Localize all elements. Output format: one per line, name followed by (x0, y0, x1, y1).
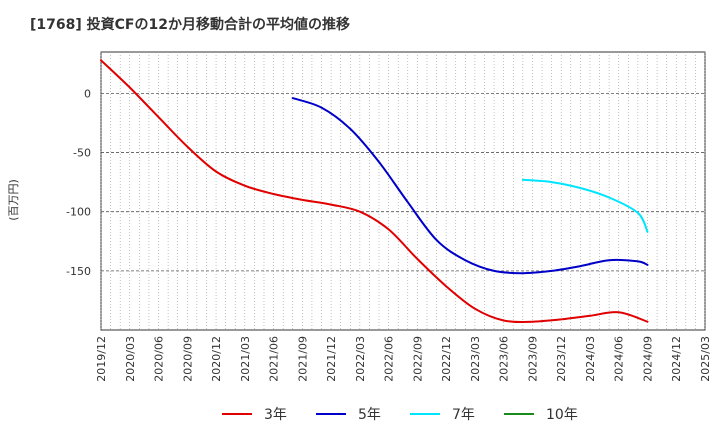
x-axis-ticks: 2019/12 2020/03 2020/06 2020/09 2020/12 2021/… (95, 336, 712, 382)
y-tick-label: 0 (84, 87, 91, 100)
x-tick-label: 2021/12 (325, 336, 338, 382)
x-tick-label: 2020/09 (181, 336, 194, 382)
x-tick-label: 2022/06 (383, 336, 396, 382)
x-tick-label: 2023/03 (469, 336, 482, 382)
y-axis-ticks: 0 -50 -100 -150 (66, 87, 91, 277)
x-tick-label: 2022/03 (354, 336, 367, 382)
y-axis-label: (百万円) (7, 179, 20, 221)
grid-lines (100, 52, 706, 330)
legend: 3年 5年 7年 10年 (222, 407, 578, 423)
x-tick-label: 2023/12 (555, 336, 568, 382)
series-line-0 (100, 59, 649, 323)
x-tick-label: 2021/03 (239, 336, 252, 382)
series-line-1 (291, 97, 649, 275)
x-tick-label: 2025/03 (699, 336, 712, 382)
x-tick-label: 2024/03 (584, 336, 597, 382)
x-tick-label: 2021/09 (296, 336, 309, 382)
x-tick-label: 2022/12 (440, 336, 453, 382)
legend-label-0: 3年 (264, 407, 287, 423)
series-lines (100, 59, 649, 323)
x-tick-label: 2022/09 (411, 336, 424, 382)
legend-label-2: 7年 (452, 407, 475, 423)
series-line-2 (521, 178, 649, 233)
x-tick-label: 2023/06 (498, 336, 511, 382)
legend-label-1: 5年 (358, 407, 381, 423)
x-tick-label: 2023/09 (526, 336, 539, 382)
legend-label-3: 10年 (546, 407, 578, 423)
x-tick-label: 2024/12 (670, 336, 683, 382)
x-tick-label: 2020/12 (210, 336, 223, 382)
y-tick-label: -100 (66, 206, 91, 219)
x-tick-label: 2021/06 (268, 336, 281, 382)
x-tick-label: 2020/03 (124, 336, 137, 382)
chart-title: [1768] 投資CFの12か月移動合計の平均値の推移 (30, 16, 350, 33)
x-tick-label: 2024/09 (641, 336, 654, 382)
y-tick-label: -150 (66, 265, 91, 278)
x-tick-label: 2019/12 (95, 336, 108, 382)
y-tick-label: -50 (73, 147, 91, 160)
x-tick-label: 2020/06 (153, 336, 166, 382)
x-tick-label: 2024/06 (613, 336, 626, 382)
